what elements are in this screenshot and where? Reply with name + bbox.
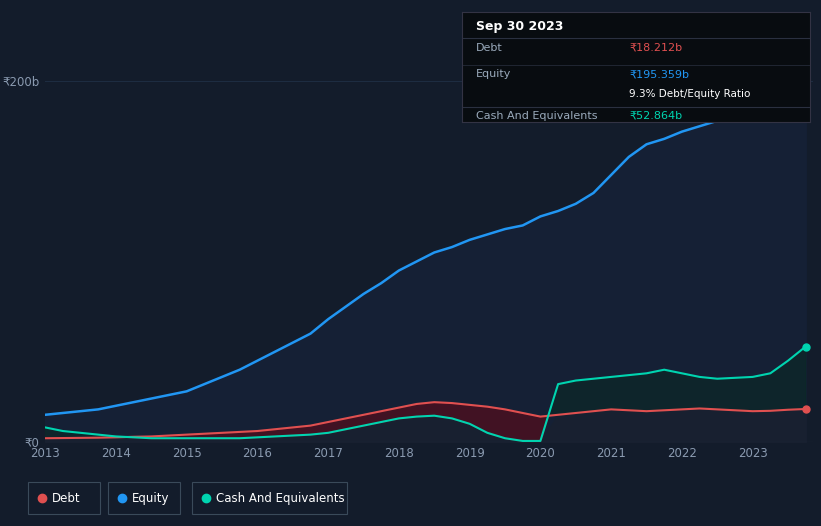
- Text: Cash And Equivalents: Cash And Equivalents: [476, 111, 598, 121]
- Text: Debt: Debt: [476, 43, 502, 53]
- Text: Sep 30 2023: Sep 30 2023: [476, 19, 563, 33]
- Text: ₹195.359b: ₹195.359b: [629, 69, 689, 79]
- Text: ₹52.864b: ₹52.864b: [629, 111, 682, 121]
- Text: Debt: Debt: [52, 492, 80, 504]
- Text: Equity: Equity: [132, 492, 169, 504]
- Text: Cash And Equivalents: Cash And Equivalents: [216, 492, 345, 504]
- Text: 9.3% Debt/Equity Ratio: 9.3% Debt/Equity Ratio: [629, 89, 750, 99]
- Text: Equity: Equity: [476, 69, 511, 79]
- Text: ₹18.212b: ₹18.212b: [629, 43, 682, 53]
